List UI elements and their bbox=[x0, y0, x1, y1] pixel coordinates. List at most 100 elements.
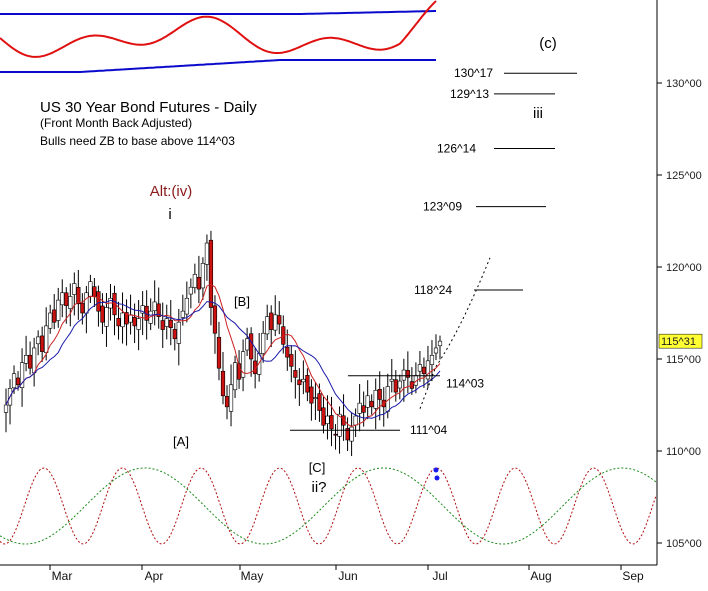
candle-up bbox=[60, 292, 65, 306]
candle-down bbox=[317, 393, 322, 411]
candle-down bbox=[156, 303, 161, 317]
candle-up bbox=[104, 307, 109, 327]
plot-area bbox=[0, 0, 658, 566]
candle-up bbox=[72, 283, 77, 295]
x-month-label: Jul bbox=[432, 569, 447, 583]
candle-up bbox=[11, 373, 17, 389]
candle-up bbox=[200, 263, 206, 289]
candle-down bbox=[345, 428, 350, 441]
candle-down bbox=[297, 379, 302, 386]
y-tick-label: 115^00 bbox=[666, 354, 701, 366]
candle-down bbox=[80, 302, 85, 314]
candle-down bbox=[405, 370, 410, 378]
cycle-marker bbox=[434, 475, 440, 481]
candle-up bbox=[273, 314, 278, 331]
y-tick-label: 125^00 bbox=[666, 170, 702, 182]
candle-down bbox=[172, 329, 177, 340]
candle-up bbox=[188, 286, 193, 295]
candle-down bbox=[236, 363, 242, 380]
candle-down bbox=[289, 354, 294, 367]
candle-up bbox=[44, 325, 49, 353]
candle-up bbox=[140, 305, 145, 314]
candle-up bbox=[19, 362, 25, 388]
y-tick-label: 120^00 bbox=[666, 262, 702, 274]
candle-up bbox=[433, 347, 439, 354]
candle-down bbox=[369, 400, 374, 408]
candle-down bbox=[208, 239, 214, 308]
candle-down bbox=[160, 320, 165, 330]
candle-up bbox=[232, 362, 238, 391]
current-price-marker: 115^31 bbox=[658, 333, 703, 349]
candle-down bbox=[196, 276, 201, 290]
wave-label: [B] bbox=[234, 294, 250, 309]
candle-up bbox=[373, 389, 378, 409]
level-label: 126^14 bbox=[437, 142, 476, 156]
wave-label: iii bbox=[533, 105, 543, 122]
oscillator-panel bbox=[0, 0, 437, 73]
price-panel bbox=[3, 230, 491, 457]
candle-down bbox=[421, 366, 427, 375]
level-label: 123^09 bbox=[423, 200, 462, 214]
current-price-label: 115^31 bbox=[661, 336, 696, 348]
candle-up bbox=[397, 380, 402, 389]
wave-label: i bbox=[168, 206, 171, 223]
candle-down bbox=[52, 309, 57, 323]
candle-up bbox=[84, 292, 89, 314]
chart-note: Bulls need ZB to base above 114^03 bbox=[40, 134, 235, 148]
candle-down bbox=[100, 305, 105, 323]
candle-up bbox=[32, 347, 37, 374]
upper-band bbox=[0, 10, 436, 15]
level-label: 130^17 bbox=[454, 66, 493, 80]
candle-down bbox=[76, 287, 81, 305]
lower-band bbox=[0, 59, 436, 73]
candle-down bbox=[329, 415, 334, 430]
candle-up bbox=[325, 415, 330, 424]
candle-down bbox=[220, 370, 226, 397]
candle-up bbox=[3, 404, 9, 413]
y-tick-label: 110^00 bbox=[666, 446, 701, 458]
wave-label: Alt:(iv) bbox=[150, 183, 193, 200]
chart-subtitle: (Front Month Back Adjusted) bbox=[40, 116, 192, 130]
candle-up bbox=[365, 395, 370, 408]
candle-up bbox=[265, 316, 270, 335]
candle-up bbox=[301, 378, 306, 383]
wave-label: [C] bbox=[309, 460, 326, 475]
candle-down bbox=[361, 405, 366, 413]
candle-up bbox=[357, 402, 362, 414]
x-month-label: Aug bbox=[530, 569, 551, 583]
candle-down bbox=[92, 286, 97, 297]
chart-title: US 30 Year Bond Futures - Daily bbox=[40, 99, 257, 116]
candle-down bbox=[249, 333, 254, 360]
candle-up bbox=[437, 340, 443, 347]
wave-labels: Alt:(iv) i [A] [B] [C] ii? iii (c) bbox=[150, 35, 557, 496]
candle-down bbox=[277, 315, 282, 325]
candle-up bbox=[128, 314, 133, 323]
candle-up bbox=[164, 318, 169, 327]
x-axis-months: Mar Apr May Jun Jul Aug Sep bbox=[49, 565, 644, 583]
candle-down bbox=[116, 317, 121, 327]
cycle-panel bbox=[0, 467, 657, 545]
candle-down bbox=[393, 379, 398, 393]
candle-up bbox=[337, 413, 342, 437]
candle-up bbox=[228, 384, 234, 412]
candle-up bbox=[401, 369, 406, 381]
wave-label: (c) bbox=[539, 35, 557, 52]
candle-up bbox=[23, 355, 29, 364]
candle-down bbox=[269, 312, 274, 330]
candle-down bbox=[212, 305, 218, 334]
wave-label: ii? bbox=[311, 479, 326, 496]
candle-down bbox=[309, 386, 314, 404]
candle-up bbox=[192, 274, 197, 288]
candle-down bbox=[377, 389, 382, 400]
candle-down bbox=[224, 396, 230, 408]
x-month-label: Apr bbox=[145, 569, 164, 583]
candle-down bbox=[333, 433, 338, 436]
level-label: 111^04 bbox=[410, 423, 448, 437]
x-month-label: Sep bbox=[622, 569, 644, 583]
level-label: 114^03 bbox=[446, 377, 484, 391]
candle-down bbox=[112, 292, 117, 316]
candle-up bbox=[240, 351, 246, 378]
projection-path bbox=[419, 257, 491, 409]
candle-up bbox=[417, 364, 423, 372]
candle-up bbox=[261, 332, 266, 354]
